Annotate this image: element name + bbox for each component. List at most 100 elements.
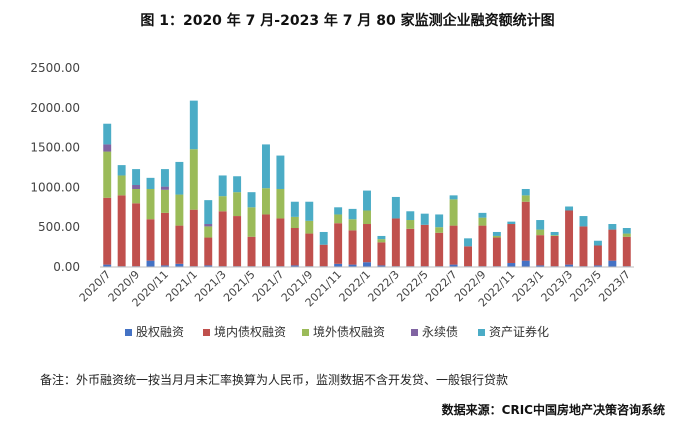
- bar-segment: [189, 100, 198, 150]
- bar-segment: [348, 208, 357, 220]
- bar-segment: [464, 246, 472, 267]
- bar-segment: [406, 220, 415, 229]
- bar-segment: [160, 186, 169, 190]
- bar-segment: [363, 224, 371, 263]
- bar-segment: [262, 144, 270, 189]
- bar-segment: [218, 175, 227, 197]
- bar-segment: [348, 230, 357, 265]
- bar-segment: [536, 235, 545, 266]
- bar-segment: [160, 212, 169, 266]
- bar-segment: [608, 224, 617, 230]
- bar-segment: [536, 265, 545, 267]
- bar-segment: [521, 195, 530, 202]
- bar-segment: [247, 207, 256, 237]
- bar-segment: [146, 188, 155, 220]
- bar-segment: [132, 169, 141, 186]
- bar-segment: [550, 231, 559, 236]
- y-tick-label: 2500.00: [30, 61, 80, 75]
- bar-segment: [449, 264, 458, 267]
- data-source: 数据来源：CRIC中国房地产决策咨询系统: [441, 403, 665, 417]
- bar-segment: [391, 218, 400, 267]
- bar-segment: [204, 224, 213, 227]
- bar-segment: [262, 214, 270, 267]
- bar-segment: [247, 192, 256, 208]
- bar-segment: [435, 227, 444, 233]
- bar-segment: [117, 165, 126, 176]
- x-tick-label: 2022/1: [337, 268, 374, 305]
- y-tick-label: 500.00: [38, 220, 80, 234]
- x-tick-label: 2022/3: [365, 268, 402, 305]
- bar-segment: [565, 210, 574, 265]
- bar-segment: [319, 244, 328, 267]
- bar-segment: [536, 220, 545, 230]
- bar-segment: [204, 237, 213, 266]
- bar-segment: [507, 263, 516, 267]
- bar-segment: [406, 228, 415, 267]
- bar-segment: [550, 235, 559, 236]
- bar-segment: [348, 219, 357, 231]
- bar-segment: [492, 235, 501, 238]
- legend-swatch: [203, 329, 210, 336]
- bar-segment: [233, 216, 242, 267]
- bar-segment: [132, 185, 141, 189]
- bar-segment: [175, 225, 184, 264]
- bar-segment: [377, 242, 386, 266]
- bar-segment: [146, 260, 155, 267]
- legend-swatch: [478, 329, 485, 336]
- bar-segment: [593, 240, 602, 246]
- chart-title: 图 1：2020 年 7 月-2023 年 7 月 80 家监测企业融资额统计图: [140, 13, 555, 29]
- bar-segment: [103, 144, 112, 152]
- bar-segment: [276, 218, 285, 267]
- bar-segment: [464, 238, 472, 247]
- bar-segment: [103, 151, 112, 198]
- legend: 股权融资 境内债权融资 境外债权融资 永续债 资产证券化: [125, 324, 549, 339]
- bar-segment: [132, 188, 141, 204]
- bar-segment: [478, 217, 487, 226]
- y-tick-label: 2000.00: [30, 101, 80, 115]
- bar-segment: [579, 226, 588, 267]
- bar-segment: [290, 216, 299, 228]
- x-tick-label: 2021/3: [192, 268, 229, 305]
- legend-label: 资产证券化: [489, 324, 549, 339]
- bar-segment: [363, 210, 371, 225]
- bar-segment: [492, 237, 501, 267]
- bar-segment: [305, 220, 314, 234]
- bar-segment: [536, 229, 545, 236]
- bar-segment: [435, 232, 444, 267]
- bar-segment: [521, 188, 530, 196]
- bar-segment: [406, 211, 415, 221]
- bar-segment: [608, 229, 617, 261]
- bar-segment: [175, 194, 184, 226]
- bar-segment: [377, 239, 386, 243]
- bar-segment: [160, 189, 169, 213]
- bar-segment: [363, 190, 371, 211]
- bar-segment: [593, 245, 602, 266]
- bar-segment: [204, 226, 213, 238]
- y-tick-label: 0.00: [53, 260, 80, 274]
- bar-segment: [247, 236, 256, 267]
- bar-segment: [435, 214, 444, 228]
- bar-segment: [608, 260, 617, 267]
- bar-segment: [348, 264, 357, 267]
- x-tick-label: 2021/5: [221, 268, 258, 305]
- bar-segment: [478, 225, 487, 267]
- bar-segment: [204, 265, 213, 267]
- bar-segment: [593, 265, 602, 267]
- bar-segment: [233, 176, 242, 193]
- bar-segment: [117, 195, 126, 267]
- bar-segment: [521, 260, 530, 267]
- bar-segment: [189, 209, 198, 267]
- bar-segment: [233, 192, 242, 217]
- bar-segment: [449, 225, 458, 265]
- bar-segment: [622, 236, 631, 267]
- legend-label: 股权融资: [136, 325, 184, 339]
- bar-segment: [363, 262, 371, 267]
- bar-segment: [175, 263, 184, 267]
- bar-segment: [334, 263, 343, 267]
- y-tick-label: 1000.00: [30, 180, 80, 194]
- bar-segment: [117, 175, 126, 196]
- bar-segment: [449, 195, 458, 200]
- bar-segment: [507, 221, 516, 225]
- y-tick-label: 1500.00: [30, 141, 80, 155]
- legend-label: 永续债: [422, 325, 458, 339]
